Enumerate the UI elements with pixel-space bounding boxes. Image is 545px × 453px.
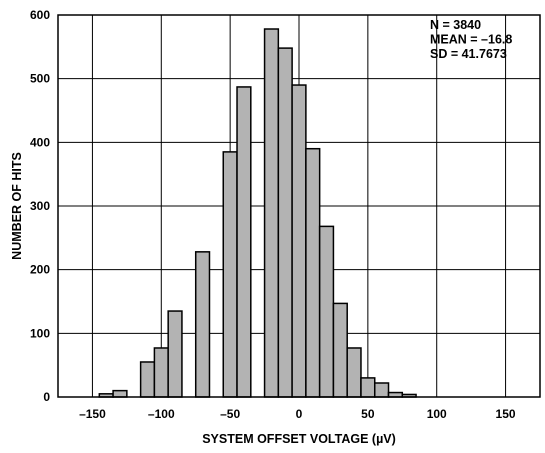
histogram-bar: [141, 362, 155, 397]
histogram-bar: [320, 226, 334, 397]
y-tick-label: 100: [30, 326, 50, 340]
y-axis-title: NUMBER OF HITS: [10, 152, 24, 260]
histogram-bar: [306, 149, 320, 397]
histogram-bar: [347, 348, 361, 397]
histogram-bar: [196, 252, 210, 397]
histogram-bar: [265, 29, 279, 397]
histogram-bar: [237, 87, 251, 397]
x-tick-label: 150: [496, 407, 516, 421]
x-tick-label: –150: [79, 407, 106, 421]
x-tick-label: –50: [220, 407, 240, 421]
histogram-bar: [168, 311, 182, 397]
x-tick-label: –100: [148, 407, 175, 421]
y-tick-label: 600: [30, 8, 50, 22]
histogram-bar: [333, 303, 347, 397]
bars: [99, 29, 416, 397]
histogram-bar: [375, 383, 389, 397]
x-axis-ticks: –150 –100 –50 0 50 100 150: [79, 407, 516, 421]
histogram-bar: [361, 378, 375, 397]
stats-n: N = 3840: [430, 18, 481, 32]
x-tick-label: 100: [427, 407, 447, 421]
histogram-bar: [292, 85, 306, 397]
stats-sd: SD = 41.7673: [430, 47, 507, 61]
stats-mean: MEAN = –16.8: [430, 33, 512, 47]
y-tick-label: 400: [30, 135, 50, 149]
histogram-bar: [113, 391, 127, 397]
stats-box: N = 3840 MEAN = –16.8 SD = 41.7673: [430, 18, 512, 61]
y-tick-label: 500: [30, 72, 50, 86]
x-axis-title: SYSTEM OFFSET VOLTAGE (µV): [202, 432, 396, 446]
y-tick-label: 300: [30, 199, 50, 213]
x-tick-label: 0: [296, 407, 303, 421]
y-tick-label: 200: [30, 263, 50, 277]
x-tick-label: 50: [361, 407, 375, 421]
histogram-bar: [154, 348, 168, 397]
histogram-bar: [278, 48, 292, 397]
histogram-bar: [223, 152, 237, 397]
y-axis-ticks: 0 100 200 300 400 500 600: [30, 8, 50, 404]
y-tick-label: 0: [43, 390, 50, 404]
